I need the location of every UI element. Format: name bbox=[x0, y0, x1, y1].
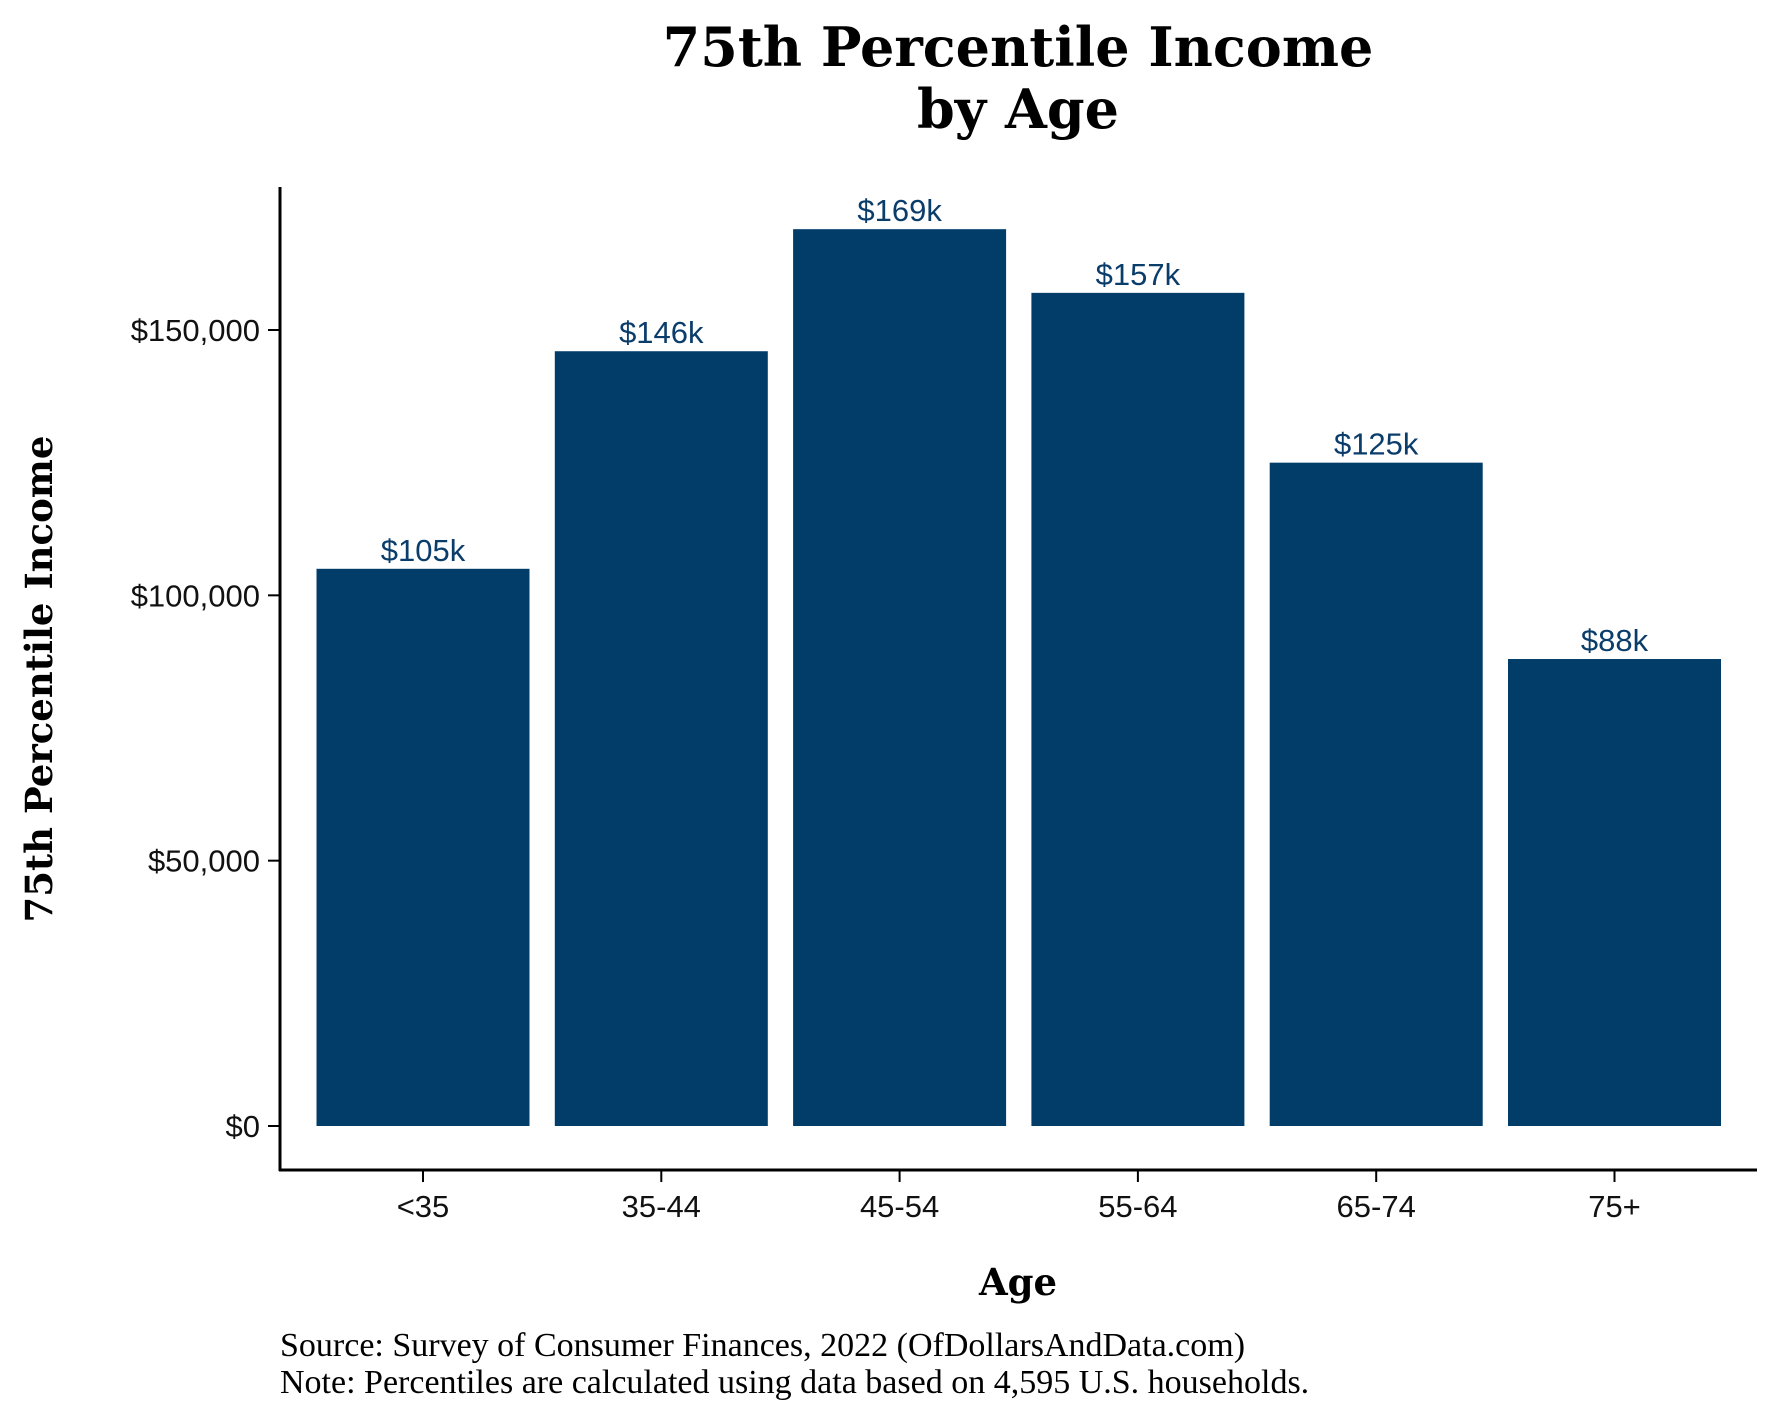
x-tick-label: 35-44 bbox=[622, 1189, 701, 1224]
x-tick-label: 55-64 bbox=[1098, 1189, 1177, 1224]
bar-55-64 bbox=[1031, 292, 1245, 1126]
bar-45-54 bbox=[793, 229, 1007, 1126]
bar-<35 bbox=[316, 568, 530, 1126]
bar-65-74 bbox=[1269, 462, 1483, 1127]
y-tick-label: $50,000 bbox=[148, 844, 260, 879]
x-tick-label: <35 bbox=[397, 1189, 450, 1224]
y-axis-title: 75th Percentile Income bbox=[17, 436, 61, 923]
y-tick-label: $0 bbox=[226, 1109, 260, 1144]
source-note: Source: Survey of Consumer Finances, 202… bbox=[280, 1327, 1245, 1364]
data-label: $105k bbox=[381, 533, 466, 568]
x-tick-label: 65-74 bbox=[1337, 1189, 1416, 1224]
data-label: $146k bbox=[619, 315, 704, 350]
x-axis-title: Age bbox=[978, 1260, 1057, 1304]
data-label: $157k bbox=[1096, 257, 1181, 292]
y-tick-label: $100,000 bbox=[131, 578, 260, 613]
x-tick-label: 45-54 bbox=[860, 1189, 939, 1224]
chart-title-line-2: by Age bbox=[917, 77, 1119, 141]
bar-75+ bbox=[1508, 659, 1721, 1126]
households-note: Note: Percentiles are calculated using d… bbox=[280, 1364, 1309, 1401]
data-label: $88k bbox=[1581, 623, 1649, 658]
x-tick-label: 75+ bbox=[1588, 1189, 1641, 1224]
chart-title-line-1: 75th Percentile Income bbox=[663, 15, 1374, 79]
y-tick-label: $150,000 bbox=[131, 313, 260, 348]
bar-35-44 bbox=[554, 351, 768, 1126]
data-label: $169k bbox=[857, 193, 942, 228]
data-label: $125k bbox=[1334, 427, 1419, 462]
